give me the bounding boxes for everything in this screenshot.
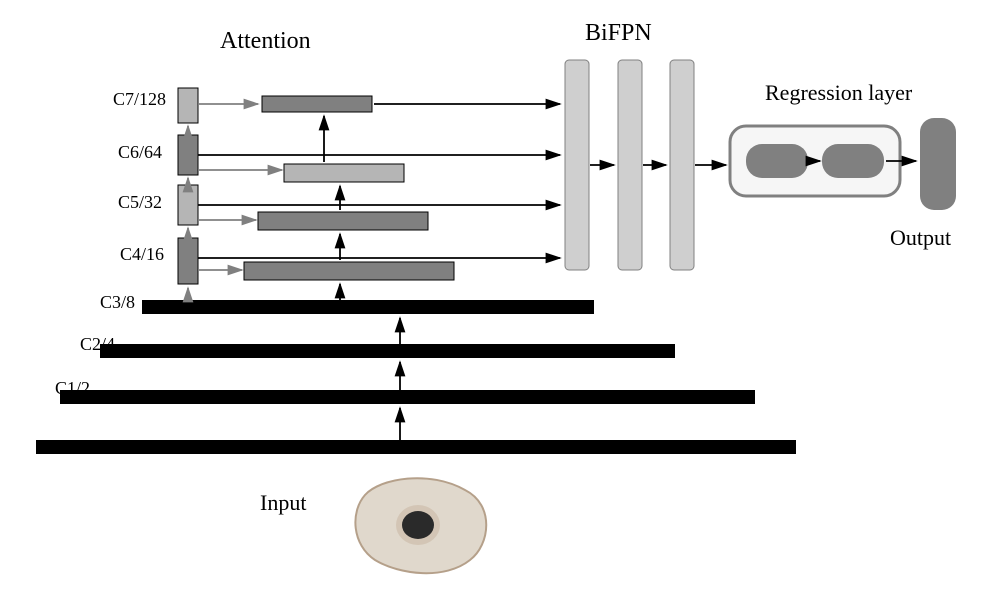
regression-pill — [746, 144, 808, 178]
label-bifpn: BiFPN — [585, 20, 652, 46]
label-output: Output — [890, 225, 951, 250]
label-regression: Regression layer — [765, 80, 913, 105]
attention-block — [178, 135, 198, 175]
attention-block — [178, 185, 198, 225]
backbone-layer — [100, 344, 675, 358]
attention-block — [178, 238, 198, 284]
feature-block — [258, 212, 428, 230]
label-c5: C5/32 — [118, 192, 162, 212]
label-c2: C2/4 — [80, 334, 115, 354]
regression-pill — [822, 144, 884, 178]
backbone-layer — [142, 300, 594, 314]
label-c1: C1/2 — [55, 378, 90, 398]
attention-block — [178, 88, 198, 123]
cell-image-nucleus — [402, 511, 434, 539]
backbone-layer — [36, 440, 796, 454]
output-block — [920, 118, 956, 210]
label-c4: C4/16 — [120, 244, 164, 264]
label-attention: Attention — [220, 28, 311, 54]
backbone-layer — [60, 390, 755, 404]
label-c7: C7/128 — [113, 89, 166, 109]
label-c6: C6/64 — [118, 142, 162, 162]
feature-block — [284, 164, 404, 182]
feature-block — [244, 262, 454, 280]
label-input: Input — [260, 490, 306, 515]
label-c3: C3/8 — [100, 292, 135, 312]
bifpn-column — [618, 60, 642, 270]
feature-block — [262, 96, 372, 112]
bifpn-column — [670, 60, 694, 270]
bifpn-column — [565, 60, 589, 270]
